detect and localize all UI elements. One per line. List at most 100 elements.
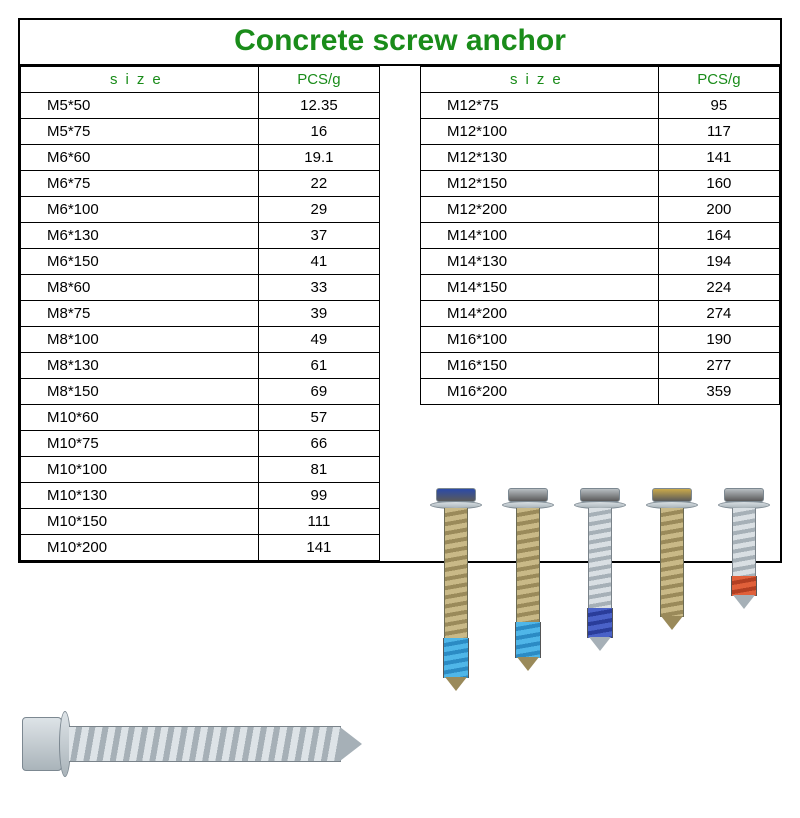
pcs-cell: 200	[658, 197, 779, 223]
screw-head	[652, 488, 692, 502]
table-row: M10*10081	[21, 457, 380, 483]
pcs-cell: 66	[258, 431, 379, 457]
size-cell: M10*130	[21, 483, 259, 509]
screw-shaft	[732, 508, 756, 577]
size-cell: M10*150	[21, 509, 259, 535]
size-cell: M8*150	[21, 379, 259, 405]
screw-shaft	[516, 508, 540, 623]
header-size: size	[421, 67, 659, 93]
size-cell: M10*75	[21, 431, 259, 457]
table-row: M10*200141	[21, 535, 380, 561]
upright-screw	[718, 488, 770, 609]
screw-tip	[733, 595, 755, 609]
pcs-cell: 22	[258, 171, 379, 197]
table-row: M16*200359	[421, 379, 780, 405]
pcs-cell: 33	[258, 275, 379, 301]
horizontal-screw-illustration	[22, 704, 362, 784]
size-cell: M14*130	[421, 249, 659, 275]
pcs-cell: 141	[658, 145, 779, 171]
table-row: M6*10029	[21, 197, 380, 223]
table-row: M10*150111	[21, 509, 380, 535]
header-size: size	[21, 67, 259, 93]
table-row: M14*200274	[421, 301, 780, 327]
header-pcs: PCS/g	[658, 67, 779, 93]
screw-tip	[517, 657, 539, 671]
screw-shaft	[588, 508, 612, 609]
screw-head	[436, 488, 476, 502]
size-cell: M8*130	[21, 353, 259, 379]
pcs-cell: 274	[658, 301, 779, 327]
pcs-cell: 224	[658, 275, 779, 301]
upright-screw	[646, 488, 698, 630]
screw-head	[22, 717, 62, 771]
pcs-cell: 39	[258, 301, 379, 327]
size-cell: M16*200	[421, 379, 659, 405]
size-cell: M16*100	[421, 327, 659, 353]
title: Concrete screw anchor	[20, 20, 780, 66]
screw-tip	[445, 677, 467, 691]
table-row: M12*200200	[421, 197, 780, 223]
screw-shaft	[444, 508, 468, 639]
screw-color-band	[587, 608, 613, 638]
size-cell: M5*50	[21, 93, 259, 119]
size-cell: M8*60	[21, 275, 259, 301]
pcs-cell: 29	[258, 197, 379, 223]
table-row: M16*100190	[421, 327, 780, 353]
pcs-cell: 164	[658, 223, 779, 249]
upright-screw	[502, 488, 554, 671]
table-row: M8*15069	[21, 379, 380, 405]
table-row: M8*10049	[21, 327, 380, 353]
pcs-cell: 37	[258, 223, 379, 249]
table-row: M8*7539	[21, 301, 380, 327]
size-cell: M12*75	[421, 93, 659, 119]
table-header-row: size PCS/g	[21, 67, 380, 93]
table-row: M6*7522	[21, 171, 380, 197]
table-row: M8*6033	[21, 275, 380, 301]
pcs-cell: 16	[258, 119, 379, 145]
screw-head	[580, 488, 620, 502]
size-cell: M10*200	[21, 535, 259, 561]
size-cell: M14*100	[421, 223, 659, 249]
screw-head	[724, 488, 764, 502]
header-pcs: PCS/g	[258, 67, 379, 93]
size-cell: M12*130	[421, 145, 659, 171]
table-row: M14*130194	[421, 249, 780, 275]
size-cell: M14*150	[421, 275, 659, 301]
pcs-cell: 69	[258, 379, 379, 405]
table-row: M6*13037	[21, 223, 380, 249]
size-cell: M10*100	[21, 457, 259, 483]
screw-tip	[661, 616, 683, 630]
right-table: size PCS/g M12*7595M12*100117M12*130141M…	[420, 66, 780, 405]
size-cell: M12*200	[421, 197, 659, 223]
screw-head	[508, 488, 548, 502]
pcs-cell: 190	[658, 327, 779, 353]
size-cell: M14*200	[421, 301, 659, 327]
pcs-cell: 81	[258, 457, 379, 483]
pcs-cell: 61	[258, 353, 379, 379]
tables-wrap: size PCS/g M5*5012.35M5*7516M6*6019.1M6*…	[20, 66, 780, 561]
screw-tip	[340, 727, 362, 761]
pcs-cell: 19.1	[258, 145, 379, 171]
size-cell: M10*60	[21, 405, 259, 431]
size-cell: M12*100	[421, 119, 659, 145]
upright-screw	[574, 488, 626, 651]
pcs-cell: 12.35	[258, 93, 379, 119]
size-cell: M6*100	[21, 197, 259, 223]
pcs-cell: 49	[258, 327, 379, 353]
size-cell: M12*150	[421, 171, 659, 197]
pcs-cell: 194	[658, 249, 779, 275]
upright-screw	[430, 488, 482, 691]
screw-shaft	[69, 726, 341, 762]
size-cell: M5*75	[21, 119, 259, 145]
table-row: M8*13061	[21, 353, 380, 379]
table-header-row: size PCS/g	[421, 67, 780, 93]
pcs-cell: 277	[658, 353, 779, 379]
pcs-cell: 99	[258, 483, 379, 509]
table-row: M14*150224	[421, 275, 780, 301]
pcs-cell: 41	[258, 249, 379, 275]
upright-screws-illustration	[420, 488, 780, 738]
table-row: M16*150277	[421, 353, 780, 379]
size-cell: M6*130	[21, 223, 259, 249]
table-row: M6*6019.1	[21, 145, 380, 171]
size-cell: M6*75	[21, 171, 259, 197]
